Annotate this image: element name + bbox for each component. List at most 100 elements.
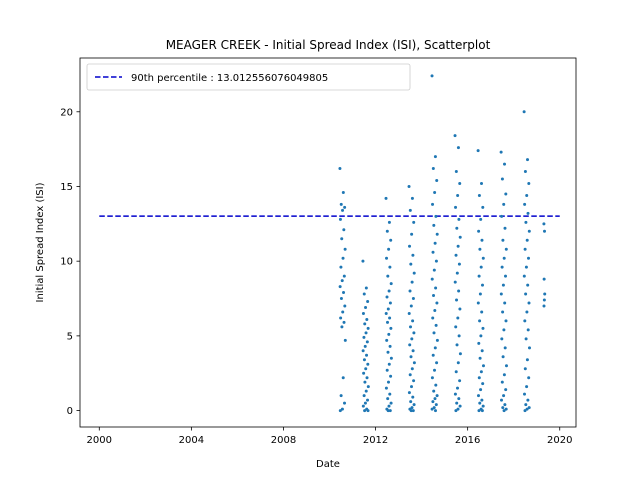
data-point	[410, 280, 414, 284]
data-point	[388, 316, 392, 320]
data-point	[454, 370, 458, 374]
data-point	[411, 409, 415, 413]
data-point	[365, 376, 369, 380]
data-point	[526, 283, 530, 287]
data-point	[388, 392, 392, 396]
data-point	[476, 301, 480, 305]
data-point	[412, 403, 416, 407]
data-point	[386, 409, 390, 413]
data-point	[340, 325, 344, 329]
data-point	[501, 238, 505, 242]
data-point	[409, 400, 413, 404]
data-point	[430, 74, 434, 78]
data-point	[480, 181, 483, 185]
data-point	[478, 247, 482, 251]
data-point	[479, 388, 483, 392]
data-point	[524, 403, 528, 407]
data-point	[526, 158, 530, 162]
data-point	[456, 361, 460, 365]
data-point	[502, 202, 506, 206]
x-tick-label: 2012	[363, 435, 388, 446]
data-point	[341, 256, 345, 260]
data-point	[386, 320, 389, 324]
data-point	[343, 338, 347, 342]
data-point	[338, 285, 342, 289]
data-point	[477, 341, 481, 345]
x-tick-label: 2020	[547, 435, 572, 446]
data-point	[454, 253, 458, 257]
data-point	[458, 307, 462, 311]
data-point	[433, 368, 437, 372]
data-point	[410, 406, 414, 410]
data-point	[479, 265, 483, 269]
data-point	[389, 374, 393, 378]
data-point	[454, 325, 458, 329]
data-point	[412, 361, 416, 365]
data-point	[412, 331, 416, 335]
y-tick-label: 10	[60, 257, 73, 268]
data-point	[341, 376, 345, 380]
data-point	[433, 308, 437, 312]
data-point	[365, 353, 369, 357]
data-point	[504, 274, 507, 278]
data-point	[411, 319, 415, 323]
data-point	[456, 407, 460, 411]
data-point	[542, 298, 546, 302]
data-point	[523, 392, 526, 396]
data-point	[478, 356, 482, 360]
data-point	[523, 202, 527, 206]
data-point	[543, 292, 547, 296]
data-point	[362, 394, 366, 398]
data-point	[500, 380, 504, 384]
data-point	[458, 379, 462, 383]
data-point	[435, 301, 439, 305]
data-point	[524, 220, 528, 224]
data-point	[388, 301, 392, 305]
data-point	[343, 401, 347, 405]
data-point	[458, 404, 462, 408]
data-point	[385, 338, 389, 342]
data-point	[431, 316, 435, 320]
data-point	[454, 409, 458, 413]
data-point	[457, 289, 461, 293]
data-point	[362, 371, 366, 375]
data-point	[434, 403, 438, 407]
data-point	[502, 409, 506, 413]
data-point	[341, 208, 345, 212]
data-point	[412, 379, 416, 383]
data-point	[502, 328, 506, 332]
data-point	[434, 323, 438, 327]
data-point	[364, 367, 368, 371]
data-point	[453, 392, 457, 396]
data-point	[433, 190, 437, 194]
data-point	[389, 282, 393, 286]
data-point	[456, 244, 460, 248]
data-point	[456, 146, 460, 150]
data-point	[430, 277, 434, 281]
data-point	[366, 362, 370, 366]
data-point	[435, 361, 439, 365]
data-point	[408, 289, 412, 293]
data-point	[480, 398, 484, 402]
data-point	[435, 338, 439, 342]
data-point	[454, 170, 458, 174]
data-point	[410, 385, 413, 389]
data-point	[432, 389, 436, 393]
data-point	[385, 368, 389, 372]
data-point	[342, 274, 346, 278]
data-point	[522, 110, 526, 114]
data-point	[366, 300, 370, 304]
data-point	[366, 326, 370, 330]
data-point	[430, 407, 434, 411]
data-point	[432, 268, 436, 272]
data-point	[457, 262, 461, 266]
data-point	[501, 406, 505, 410]
data-point	[407, 311, 411, 315]
data-point	[432, 223, 436, 227]
chart-title: MEAGER CREEK - Initial Spread Index (ISI…	[166, 38, 491, 52]
legend-box	[86, 63, 411, 91]
data-point	[431, 250, 435, 254]
data-point	[364, 286, 368, 290]
data-point	[431, 167, 435, 171]
data-point	[504, 192, 508, 196]
